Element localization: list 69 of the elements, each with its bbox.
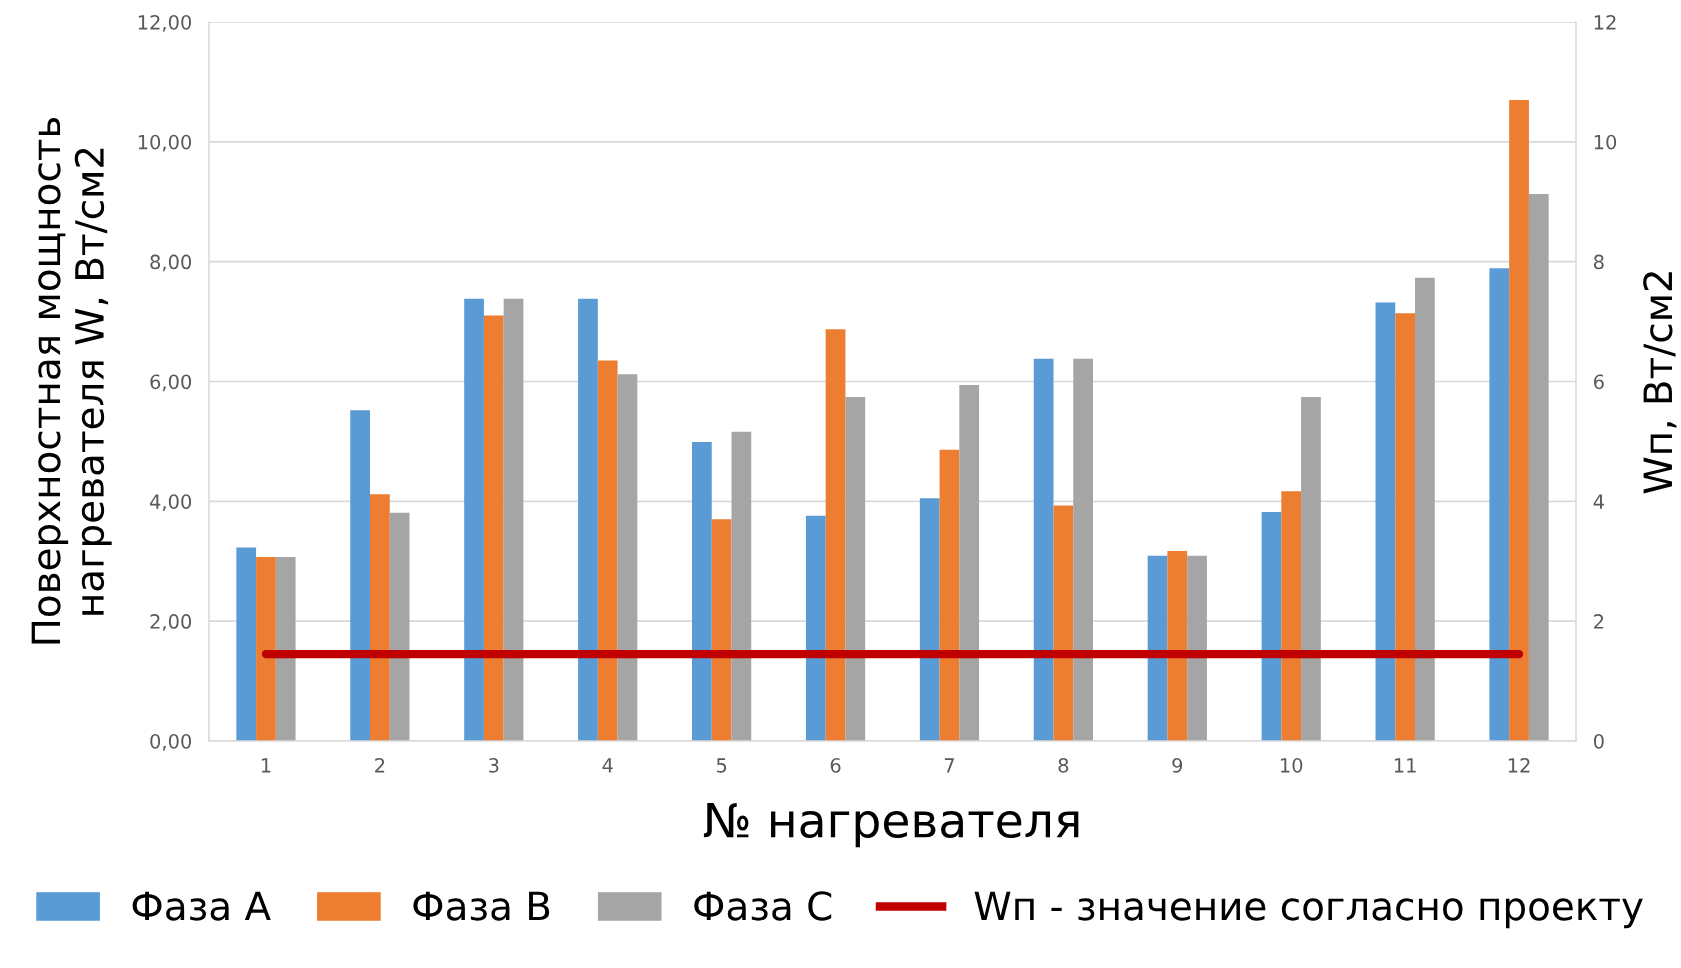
y-axis-title: Поверхностная мощность нагревателя W, Вт/см2 (31, 117, 112, 644)
bar (1033, 358, 1054, 741)
y2-tick-label: 0 (1593, 733, 1604, 749)
legend-label: Фаза С (694, 891, 832, 921)
bar (236, 547, 257, 741)
y2-tick-label: 8 (1593, 254, 1604, 270)
x-tick-label: 1 (261, 758, 271, 773)
y-tick-label: 6,00 (150, 374, 192, 392)
y2-tick-label: 2 (1594, 614, 1604, 629)
bar (845, 397, 866, 741)
bar (256, 557, 276, 741)
bar (597, 360, 618, 741)
y-tick-label: 8,00 (150, 254, 192, 272)
y2-tick-label: 12 (1594, 14, 1616, 30)
x-tick-label: 7 (944, 758, 954, 773)
y2-tick-label: 6 (1594, 374, 1604, 390)
x-tick-label: 4 (602, 758, 613, 773)
bar (731, 431, 752, 741)
y-tick-label: 0,00 (150, 733, 192, 751)
y-tick-label: 2,00 (150, 614, 192, 631)
x-axis-title: № нагревателя (703, 802, 1079, 848)
bar (1281, 491, 1302, 741)
bar (389, 512, 410, 741)
bar (1053, 505, 1074, 741)
bar (1073, 358, 1093, 741)
bar (1261, 512, 1282, 741)
bar (464, 298, 484, 741)
y2-tick-label: 10 (1594, 134, 1617, 150)
x-tick-label: 6 (830, 758, 841, 773)
bar (370, 494, 390, 741)
x-tick-label: 8 (1058, 758, 1069, 773)
bar (692, 442, 712, 741)
bar (617, 374, 638, 741)
bar (350, 410, 370, 741)
legend-label: Wп - значение согласно проекту (974, 891, 1643, 929)
bar (825, 329, 846, 741)
bar (959, 385, 980, 741)
bar (1301, 397, 1321, 741)
bar (1147, 555, 1168, 741)
x-tick-label: 11 (1394, 758, 1416, 773)
y-tick-label: 10,00 (138, 134, 192, 152)
bar (1415, 277, 1435, 741)
bar (503, 298, 524, 741)
y2-tick-label: 4 (1593, 494, 1604, 509)
bar (1489, 268, 1510, 741)
bar (275, 557, 296, 741)
bar (919, 498, 940, 741)
y2-axis-title: Wп, Вт/см2 (1643, 272, 1677, 494)
x-tick-label: 2 (375, 758, 385, 773)
y-tick-label: 4,00 (149, 494, 192, 511)
x-tick-label: 10 (1280, 758, 1303, 773)
bar (805, 515, 826, 741)
legend-label: Фаза А (132, 891, 271, 921)
bar (578, 298, 598, 741)
bar (939, 449, 960, 741)
bar (1375, 302, 1396, 741)
legend-label: Фаза В (413, 891, 550, 921)
bar (1509, 99, 1529, 741)
bar (483, 315, 504, 741)
x-tick-label: 12 (1508, 758, 1530, 773)
bar (1167, 551, 1188, 741)
x-tick-label: 5 (716, 758, 727, 773)
bar (1395, 313, 1415, 741)
x-tick-label: 3 (489, 758, 499, 773)
y-tick-label: 12,00 (138, 14, 192, 32)
x-tick-label: 9 (1172, 758, 1183, 773)
bar (1528, 193, 1549, 741)
bar (1187, 555, 1207, 741)
bar (711, 519, 732, 741)
